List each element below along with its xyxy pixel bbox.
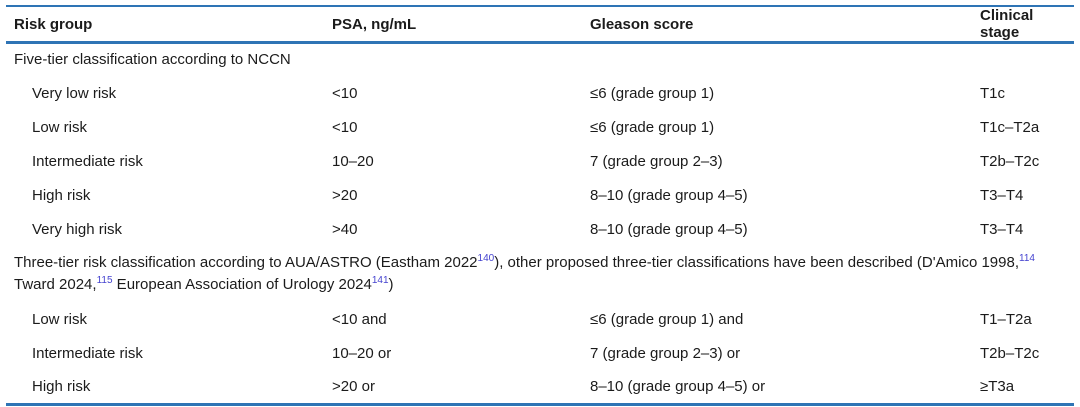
- table-row: High risk >20 8–10 (grade group 4–5) T3–T4: [6, 179, 1074, 213]
- table-row: Low risk <10 and ≤6 (grade group 1) and T1–…: [6, 303, 1074, 337]
- clinical-stage-cell: T1–T2a: [980, 311, 1032, 328]
- psa-cell: >20: [332, 187, 358, 204]
- gleason-score-cell: 7 (grade group 2–3): [590, 153, 723, 170]
- risk-group-cell: Very low risk: [32, 85, 117, 102]
- risk-classification-table: Risk group PSA, ng/mL Gleason score Clin…: [6, 5, 1074, 406]
- clinical-stage-cell: T3–T4: [980, 221, 1024, 238]
- section-header-text: Tward 2024,: [14, 275, 97, 293]
- section-header-text: ), other proposed three-tier classificat…: [494, 253, 1020, 271]
- clinical-stage-cell: T2b–T2c: [980, 153, 1040, 170]
- table-header: Risk group PSA, ng/mL Gleason score Clin…: [6, 6, 1074, 44]
- column-header-clinical-stage: Clinical stage: [980, 6, 1074, 44]
- risk-group-cell: Intermediate risk: [32, 153, 143, 170]
- psa-cell: <10: [332, 85, 358, 102]
- gleason-score-cell: 8–10 (grade group 4–5): [590, 221, 748, 238]
- citation-link[interactable]: 141: [371, 274, 389, 286]
- section-header-row: Five-tier classification according to NC…: [6, 43, 1074, 77]
- table-row: High risk >20 or 8–10 (grade group 4–5) or…: [6, 370, 1074, 406]
- gleason-score-cell: 8–10 (grade group 4–5): [590, 187, 748, 204]
- section-header-text: Five-tier classification according to NC…: [14, 51, 291, 69]
- section-header-text: ): [388, 275, 394, 293]
- citation-link[interactable]: 114: [1019, 252, 1035, 264]
- column-header-gleason-score: Gleason score: [590, 6, 980, 44]
- psa-cell: >40: [332, 221, 358, 238]
- psa-cell: <10: [332, 119, 358, 136]
- risk-group-cell: Very high risk: [32, 221, 123, 238]
- clinical-stage-cell: T1c–T2a: [980, 119, 1040, 136]
- clinical-stage-cell: T3–T4: [980, 187, 1024, 204]
- gleason-score-cell: ≤6 (grade group 1): [590, 119, 715, 136]
- column-header-risk-group: Risk group: [6, 6, 332, 44]
- column-header-psa: PSA, ng/mL: [332, 6, 590, 44]
- section-header-text: European Association of Urology 2024: [112, 275, 372, 293]
- section-header: Five-tier classification according to NC…: [6, 43, 1074, 77]
- table-row: Very low risk <10 ≤6 (grade group 1) T1c: [6, 77, 1074, 111]
- psa-cell: 10–20: [332, 153, 374, 170]
- risk-group-cell: Low risk: [32, 311, 88, 328]
- gleason-score-cell: 7 (grade group 2–3) or: [590, 345, 741, 362]
- table-body: Five-tier classification according to NC…: [6, 43, 1074, 406]
- gleason-score-cell: ≤6 (grade group 1): [590, 85, 715, 102]
- psa-cell: 10–20 or: [332, 345, 392, 362]
- risk-group-cell: High risk: [6, 370, 332, 406]
- clinical-stage-cell: ≥T3a: [980, 370, 1074, 406]
- psa-cell: <10 and: [332, 311, 387, 328]
- risk-group-cell: Intermediate risk: [32, 345, 143, 362]
- table-row: Intermediate risk 10–20 or 7 (grade group …: [6, 337, 1074, 371]
- clinical-stage-cell: T2b–T2c: [980, 345, 1040, 362]
- gleason-score-cell: 8–10 (grade group 4–5) or: [590, 370, 980, 406]
- risk-group-cell: Low risk: [32, 119, 88, 136]
- gleason-score-cell: ≤6 (grade group 1) and: [590, 311, 744, 328]
- table-row: Low risk <10 ≤6 (grade group 1) T1c–T2a: [6, 111, 1074, 145]
- section-header: Three-tier risk classification according…: [6, 247, 1074, 303]
- citation-link[interactable]: 115: [96, 274, 113, 286]
- clinical-stage-cell: T1c: [980, 85, 1006, 102]
- section-header-text: Three-tier risk classification according…: [14, 253, 478, 271]
- citation-link[interactable]: 140: [477, 252, 495, 264]
- psa-cell: >20 or: [332, 370, 590, 406]
- section-header-row: Three-tier risk classification according…: [6, 247, 1074, 303]
- table-row: Very high risk >40 8–10 (grade group 4–5) T…: [6, 213, 1074, 247]
- risk-group-cell: High risk: [32, 187, 91, 204]
- table-row: Intermediate risk 10–20 7 (grade group 2–3…: [6, 145, 1074, 179]
- header-row: Risk group PSA, ng/mL Gleason score Clin…: [6, 6, 1074, 44]
